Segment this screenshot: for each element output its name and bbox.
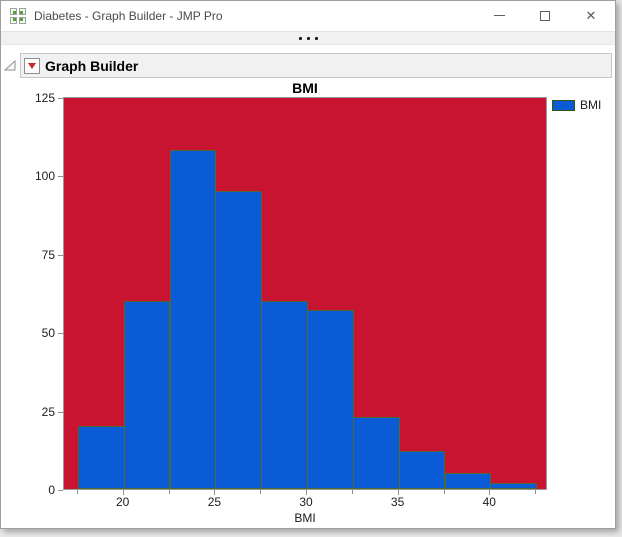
outline-header-bar: Graph Builder xyxy=(20,53,612,78)
histogram-bar[interactable] xyxy=(490,482,538,489)
jmp-app-icon xyxy=(10,8,26,24)
x-axis-tick xyxy=(122,490,124,495)
close-icon: ✕ xyxy=(585,8,597,23)
y-axis-tick xyxy=(58,333,63,335)
title-bar[interactable]: Diabetes - Graph Builder - JMP Pro ✕ xyxy=(1,1,615,31)
y-axis-tick xyxy=(58,176,63,178)
histogram-bar[interactable] xyxy=(398,451,446,489)
grip-dots-icon xyxy=(314,36,318,40)
maximize-button[interactable] xyxy=(522,1,568,30)
minimize-icon xyxy=(493,15,505,16)
grip-dots-icon xyxy=(298,36,302,40)
x-axis-tick xyxy=(489,490,491,495)
y-axis-tick-label: 100 xyxy=(34,169,55,184)
disclosure-triangle[interactable] xyxy=(3,58,18,73)
red-triangle-icon xyxy=(28,62,36,69)
histogram-bar[interactable] xyxy=(307,310,354,489)
x-axis-minor-tick xyxy=(168,490,170,494)
x-axis-tick-label: 30 xyxy=(299,495,313,509)
histogram-bar[interactable] xyxy=(169,150,217,489)
histogram-bar[interactable] xyxy=(352,416,400,489)
x-axis-minor-tick xyxy=(443,490,445,494)
graph-title: BMI xyxy=(292,80,318,96)
x-axis-tick-label: 20 xyxy=(116,495,130,509)
y-axis-tick-label: 0 xyxy=(48,483,55,497)
x-axis-minor-tick xyxy=(260,490,262,494)
x-axis-tick-label: 25 xyxy=(207,495,222,509)
y-axis-tick-label: 75 xyxy=(41,247,55,262)
close-button[interactable]: ✕ xyxy=(568,1,614,30)
x-axis-tick xyxy=(397,490,399,495)
histogram-bar[interactable] xyxy=(261,300,308,489)
y-axis-tick-label: 25 xyxy=(41,404,55,419)
y-axis-tick-label: 50 xyxy=(41,326,55,341)
histogram-bar[interactable] xyxy=(77,426,125,489)
window-title: Diabetes - Graph Builder - JMP Pro xyxy=(34,9,223,23)
legend: BMI xyxy=(552,98,601,112)
x-axis-tick xyxy=(306,490,307,495)
x-axis-tick xyxy=(214,490,216,495)
legend-swatch[interactable] xyxy=(552,99,575,111)
y-axis-tick xyxy=(58,490,63,491)
x-axis-tick-label: 40 xyxy=(482,495,496,509)
y-axis-tick-label: 125 xyxy=(34,90,55,105)
histogram-bar[interactable] xyxy=(444,473,492,489)
y-axis-tick xyxy=(58,411,63,413)
report-title: Graph Builder xyxy=(45,57,139,74)
x-axis-minor-tick xyxy=(76,490,78,494)
plot-area[interactable] xyxy=(63,97,547,490)
x-axis-minor-tick xyxy=(535,490,537,494)
graph-builder-report: BMI 0 25 50 75 100 125 20 25 30 35 40 BMI BMI xyxy=(1,79,615,528)
red-triangle-menu-button[interactable] xyxy=(24,57,40,74)
x-axis-tick-label: 35 xyxy=(390,495,405,509)
x-axis-minor-tick xyxy=(351,490,353,494)
app-window: Diabetes - Graph Builder - JMP Pro ✕ Gra… xyxy=(0,0,616,529)
minimize-button[interactable] xyxy=(476,1,522,30)
legend-label: BMI xyxy=(580,98,602,112)
histogram-bar[interactable] xyxy=(123,300,171,489)
histogram-bar[interactable] xyxy=(215,191,263,489)
x-axis-label[interactable]: BMI xyxy=(294,511,316,525)
y-axis-tick xyxy=(58,97,63,99)
grip-dots-icon xyxy=(306,36,310,40)
panel-splitter-grip[interactable] xyxy=(1,31,615,45)
y-axis-tick xyxy=(58,254,63,256)
maximize-icon xyxy=(540,10,550,21)
